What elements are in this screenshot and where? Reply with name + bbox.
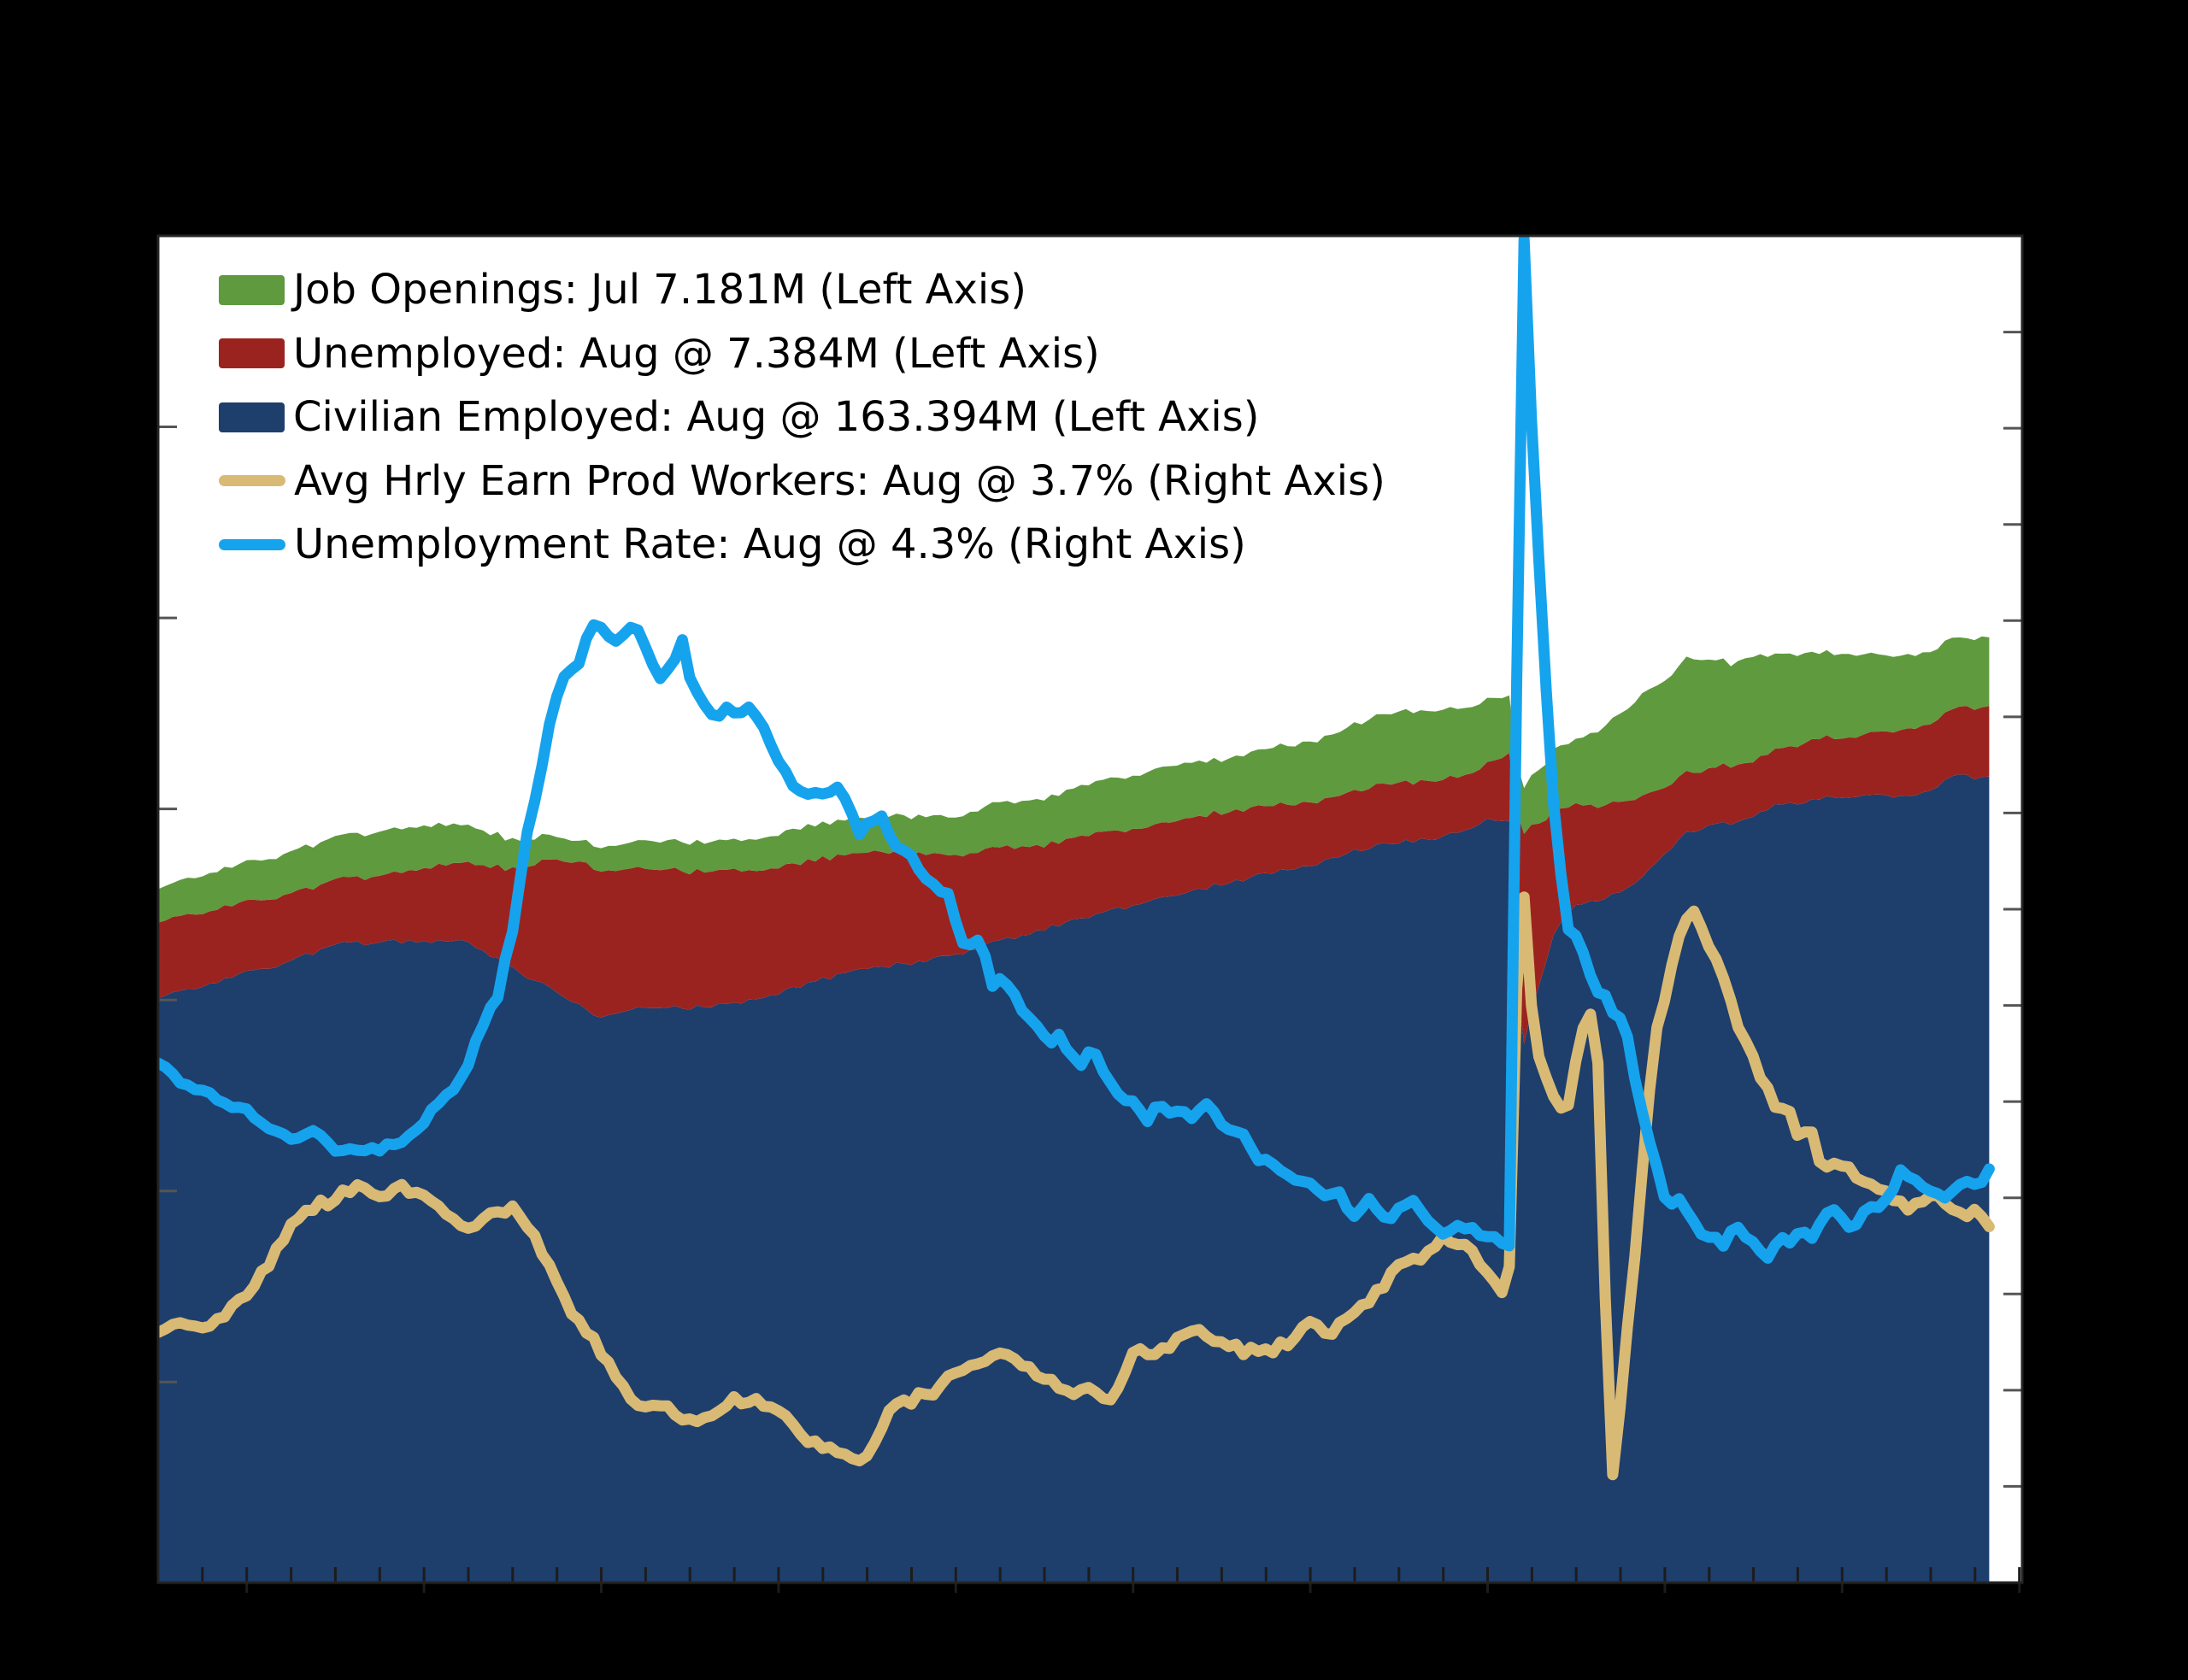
legend-item-unemployed: Unemployed: Aug @ 7.384M (Left Axis)	[219, 322, 1385, 386]
legend-item-civilian-employed: Civilian Employed: Aug @ 163.394M (Left …	[219, 385, 1385, 449]
legend-item-avg-hrly-earn: Avg Hrly Earn Prod Workers: Aug @ 3.7% (…	[219, 449, 1385, 514]
plot-border	[156, 234, 2024, 1584]
job-openings-area	[158, 636, 1990, 923]
unemployed-swatch-icon	[219, 338, 285, 369]
legend-label: Unemployment Rate: Aug @ 4.3% (Right Axi…	[294, 520, 1246, 569]
legend-label: Civilian Employed: Aug @ 163.394M (Left …	[293, 393, 1260, 442]
avg-hrly-earn-line-swatch-icon	[219, 475, 285, 487]
legend-item-job-openings: Job Openings: Jul 7.181M (Left Axis)	[219, 258, 1385, 322]
unemployment-rate-line	[158, 236, 1995, 1264]
legend-label: Avg Hrly Earn Prod Workers: Aug @ 3.7% (…	[294, 456, 1385, 505]
legend-label: Unemployed: Aug @ 7.384M (Left Axis)	[293, 329, 1100, 378]
chart-legend: Job Openings: Jul 7.181M (Left Axis) Une…	[219, 258, 1385, 577]
unemployment-rate-line-swatch-icon	[219, 538, 285, 550]
legend-item-unemployment-rate: Unemployment Rate: Aug @ 4.3% (Right Axi…	[219, 513, 1385, 577]
legend-label: Job Openings: Jul 7.181M (Left Axis)	[293, 266, 1026, 314]
axis-ticks	[158, 331, 2022, 1593]
avg-hrly-earn-line	[158, 891, 1995, 1481]
rate-lines	[158, 236, 1995, 1481]
civilian-employed-swatch-icon	[219, 402, 285, 432]
job-openings-swatch-icon	[219, 274, 285, 305]
